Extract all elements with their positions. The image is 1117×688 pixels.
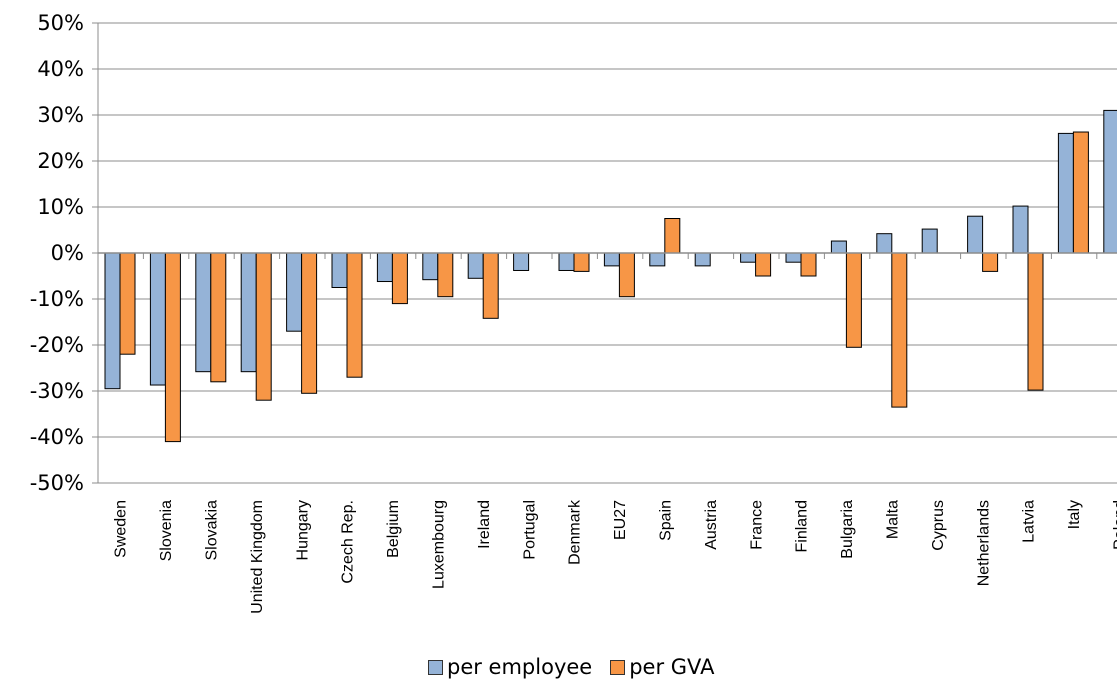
- bar-per-employee: [603, 252, 620, 267]
- bar-per-employee: [331, 252, 348, 288]
- bar-per-employee: [649, 252, 666, 267]
- bar-per-employee: [558, 252, 575, 271]
- bar-per-employee: [1057, 132, 1074, 254]
- y-tick-label: -10%: [30, 287, 84, 311]
- bar-per-gva: [664, 218, 681, 254]
- x-category-label: Slovenia: [158, 500, 175, 561]
- legend-label-per-gva: per GVA: [629, 655, 715, 679]
- bar-per-employee: [830, 240, 847, 254]
- x-category-label: EU27: [612, 500, 629, 540]
- x-category-label: United Kingdom: [249, 500, 266, 614]
- bar-per-employee: [921, 228, 938, 254]
- bar-per-employee: [104, 252, 121, 390]
- legend-item-per-employee: per employee: [428, 655, 592, 679]
- bar-per-gva: [119, 252, 136, 355]
- legend: per employee per GVA: [428, 655, 732, 679]
- bar-per-gva: [164, 252, 181, 443]
- x-category-label: Spain: [658, 500, 675, 541]
- y-tick-label: -50%: [30, 471, 84, 495]
- bar-per-gva: [755, 252, 772, 277]
- bar-per-employee: [195, 252, 212, 373]
- bar-series: [104, 109, 1117, 443]
- bar-per-gva: [391, 252, 408, 305]
- bar-per-employee: [876, 233, 893, 254]
- x-category-label: Belgium: [385, 500, 402, 558]
- x-category-label: Bulgaria: [839, 500, 856, 559]
- y-tick-label: 50%: [37, 11, 84, 35]
- x-category-label: Malta: [885, 500, 902, 539]
- bar-per-employee: [1103, 109, 1117, 254]
- y-tick-label: -30%: [30, 379, 84, 403]
- bar-per-gva: [800, 252, 817, 277]
- bar-per-gva: [437, 252, 454, 298]
- bar-per-gva: [301, 252, 318, 394]
- bar-per-employee: [422, 252, 439, 281]
- bar-per-gva: [618, 252, 635, 298]
- legend-item-per-gva: per GVA: [610, 655, 714, 679]
- legend-swatch-per-employee: [428, 659, 443, 675]
- x-category-label: France: [748, 500, 765, 550]
- x-category-label: Luxembourg: [431, 500, 448, 589]
- y-tick-label: 20%: [37, 149, 84, 173]
- y-tick-label: 10%: [37, 195, 84, 219]
- x-category-label: Czech Rep.: [340, 500, 357, 584]
- y-tick-label: 40%: [37, 57, 84, 81]
- bar-per-employee: [240, 252, 257, 373]
- x-category-label: Slovakia: [204, 500, 221, 561]
- bar-per-employee: [694, 252, 711, 267]
- bar-per-employee: [149, 252, 166, 386]
- x-category-label: Denmark: [567, 499, 584, 565]
- bar-per-gva: [573, 252, 590, 272]
- y-tick-label: 0%: [51, 241, 84, 265]
- bar-per-gva: [982, 252, 999, 272]
- bar-per-gva: [891, 252, 908, 408]
- legend-label-per-employee: per employee: [447, 655, 593, 679]
- bar-per-gva: [346, 252, 363, 378]
- x-category-label: Hungary: [294, 500, 311, 560]
- x-category-label: Finland: [794, 500, 811, 552]
- x-category-label: Cyprus: [930, 500, 947, 551]
- bar-per-gva: [1072, 131, 1089, 254]
- y-tick-label: -20%: [30, 333, 84, 357]
- bar-per-gva: [1027, 252, 1044, 391]
- bar-per-gva: [482, 252, 499, 319]
- y-axis-tick-labels: -50% -40% -30% -20% -10% 0% 10% 20% 30% 40% 50%: [30, 11, 84, 495]
- x-category-label: Italy: [1066, 500, 1083, 529]
- x-category-label: Latvia: [1021, 500, 1038, 543]
- bar-per-employee: [467, 252, 484, 279]
- bar-per-gva: [845, 252, 862, 348]
- x-category-label: Netherlands: [975, 500, 992, 586]
- bar-per-employee: [376, 252, 393, 283]
- y-tick-label: -40%: [30, 425, 84, 449]
- bar-per-employee: [785, 252, 802, 263]
- bar-per-gva: [210, 252, 227, 383]
- x-category-label: Sweden: [113, 500, 130, 558]
- x-category-label: Poland: [1112, 500, 1117, 550]
- x-axis-category-labels: Sweden Slovenia Slovakia United Kingdom Hung…: [113, 499, 1117, 614]
- axes: [97, 23, 1117, 483]
- bar-per-employee: [286, 252, 303, 332]
- y-tick-label: 30%: [37, 103, 84, 127]
- bar-per-employee: [513, 252, 530, 271]
- bar-per-gva: [255, 252, 272, 401]
- x-category-label: Austria: [703, 500, 720, 550]
- bar-per-employee: [967, 215, 984, 254]
- x-category-label: Portugal: [521, 500, 538, 560]
- bar-per-employee: [1012, 205, 1029, 254]
- bar-per-employee: [740, 252, 757, 263]
- legend-swatch-per-gva: [610, 659, 626, 675]
- x-category-label: Ireland: [476, 500, 493, 549]
